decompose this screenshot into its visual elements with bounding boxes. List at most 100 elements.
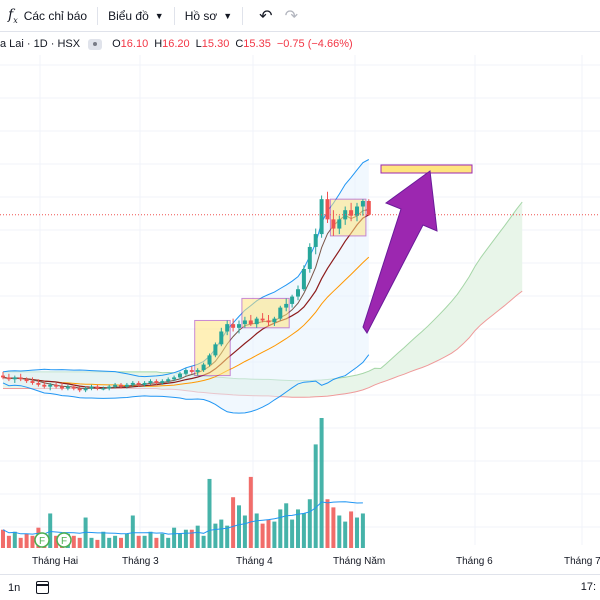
candle-body bbox=[319, 199, 324, 235]
volume-bar bbox=[124, 533, 129, 548]
volume-bar bbox=[71, 535, 76, 548]
volume-bar bbox=[107, 537, 112, 548]
dividend-marker bbox=[56, 532, 72, 548]
top-toolbar: fx Các chỉ báo Biểu đồ ▼ Hồ sơ ▼ ↶ ↷ bbox=[0, 0, 600, 32]
volume-bar bbox=[77, 537, 82, 548]
chevron-down-icon: ▼ bbox=[223, 10, 233, 21]
volume-bar bbox=[178, 533, 182, 548]
candle-body bbox=[142, 382, 147, 385]
visibility-icon[interactable] bbox=[88, 38, 103, 50]
volume-bar bbox=[296, 509, 300, 548]
candle-body bbox=[248, 320, 253, 325]
drawing-overlay[interactable] bbox=[0, 164, 600, 334]
volume-bar bbox=[189, 529, 194, 548]
low-value: 15.30 bbox=[201, 38, 230, 50]
volume-bar bbox=[83, 517, 88, 548]
candle-body bbox=[225, 324, 230, 332]
x-tick-label: Tháng Hai bbox=[32, 556, 79, 567]
candle-body bbox=[183, 370, 188, 374]
volume-bar bbox=[172, 527, 177, 548]
candle-body bbox=[1, 375, 5, 378]
indicators-button[interactable]: fx Các chỉ báo bbox=[0, 0, 87, 32]
volume-bar bbox=[337, 515, 342, 548]
indicators-label: Các chỉ báo bbox=[23, 8, 88, 23]
pattern-box bbox=[329, 198, 367, 237]
candle-body bbox=[325, 199, 330, 220]
bollinger-lower bbox=[2, 354, 370, 414]
x-tick-label: Tháng Năm bbox=[333, 556, 386, 567]
candle-body bbox=[71, 386, 76, 389]
dividend-marker bbox=[34, 532, 50, 548]
candle-body bbox=[213, 344, 218, 356]
profile-menu-button[interactable]: Hồ sơ ▼ bbox=[185, 0, 232, 32]
ma5-line bbox=[2, 209, 369, 390]
volume-bar bbox=[225, 525, 230, 548]
candle-body bbox=[219, 331, 224, 345]
x-tick-label: Tháng 4 bbox=[236, 556, 273, 567]
candle-body bbox=[6, 377, 11, 380]
open-label: O bbox=[112, 38, 121, 50]
undo-icon[interactable]: ↶ bbox=[259, 7, 273, 25]
volume-bar bbox=[113, 535, 118, 548]
volume-bar bbox=[130, 515, 135, 548]
candle-body bbox=[278, 307, 283, 319]
volume-bar bbox=[213, 523, 218, 548]
calendar-icon[interactable] bbox=[36, 581, 50, 594]
candle-body bbox=[355, 206, 359, 216]
range-button[interactable]: 1n bbox=[8, 581, 21, 594]
candle-body bbox=[18, 377, 23, 380]
function-icon: fx bbox=[8, 6, 18, 25]
chevron-down-icon: ▼ bbox=[154, 10, 164, 21]
volume-bar bbox=[54, 535, 59, 548]
x-tick-label: Tháng 6 bbox=[456, 556, 493, 567]
high-value: 16.20 bbox=[162, 38, 190, 50]
candle-body bbox=[178, 373, 182, 378]
moving-averages bbox=[2, 209, 370, 390]
volume-bar bbox=[266, 519, 271, 548]
volume-bar bbox=[207, 478, 212, 548]
candle-body bbox=[260, 318, 265, 321]
candle-body bbox=[124, 384, 129, 387]
redo-icon[interactable]: ↷ bbox=[284, 7, 298, 25]
clock-time: 17: bbox=[580, 581, 596, 593]
volume-bar bbox=[260, 523, 265, 548]
candle-body bbox=[160, 381, 165, 383]
volume-bar bbox=[1, 529, 5, 548]
candle-body bbox=[207, 355, 212, 365]
candle-body bbox=[113, 384, 118, 387]
volume-bar bbox=[119, 537, 123, 548]
candle-body bbox=[254, 318, 259, 325]
volume-bar bbox=[254, 513, 259, 548]
low-label: L bbox=[195, 38, 202, 50]
candle-body bbox=[54, 384, 59, 387]
volume-bar bbox=[278, 509, 283, 548]
candle-body bbox=[60, 386, 64, 389]
volume-bar bbox=[301, 513, 306, 548]
bollinger-fill bbox=[3, 159, 369, 414]
volume-bar bbox=[325, 499, 330, 548]
target-zone bbox=[380, 164, 473, 174]
profile-menu-label: Hồ sơ bbox=[184, 8, 218, 23]
candle-body bbox=[296, 289, 300, 297]
open-value: 16.10 bbox=[120, 38, 149, 50]
candle-body bbox=[266, 320, 271, 323]
volume-bar bbox=[331, 507, 336, 548]
close-label: C bbox=[235, 38, 244, 50]
candle-body bbox=[172, 377, 177, 380]
candle-body bbox=[307, 246, 312, 269]
volume-bar bbox=[319, 418, 324, 548]
volume-bar bbox=[95, 539, 100, 548]
volume-bar bbox=[242, 515, 247, 548]
time-axis: Tháng Hai Tháng 3 Tháng 4 Tháng Năm Thán… bbox=[0, 556, 600, 570]
volume-bar bbox=[24, 533, 29, 548]
chart-menu-button[interactable]: Biểu đồ ▼ bbox=[108, 0, 164, 32]
candle-body bbox=[136, 382, 141, 385]
candle-body bbox=[349, 210, 354, 216]
volume-bar bbox=[160, 533, 165, 548]
candle-body bbox=[77, 388, 82, 391]
candle-body bbox=[201, 364, 206, 371]
candle-body bbox=[130, 382, 135, 385]
volume-bar bbox=[237, 505, 241, 548]
symbol-title[interactable]: a Lai · 1D · HSX bbox=[0, 38, 81, 50]
